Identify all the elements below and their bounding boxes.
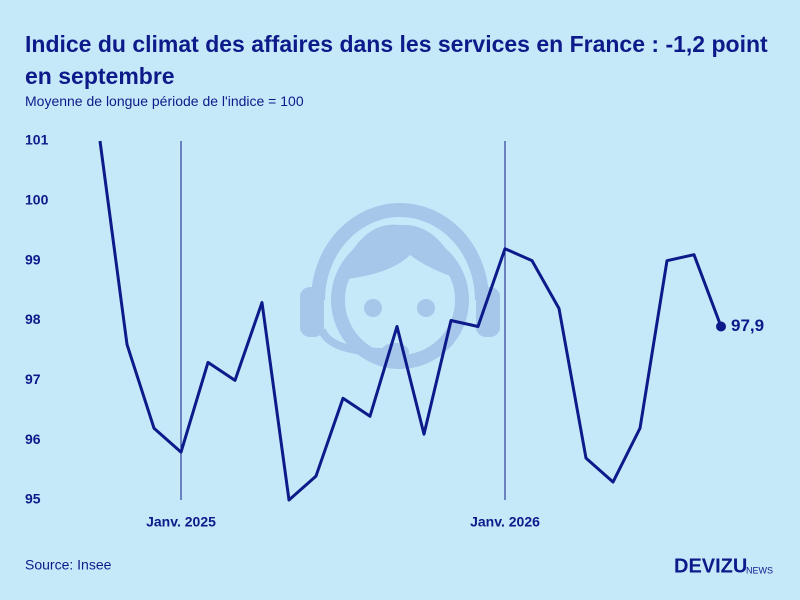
earpiece — [476, 287, 500, 337]
y-tick-label: 99 — [25, 251, 41, 267]
y-tick-label: 101 — [25, 132, 49, 148]
hair — [338, 224, 462, 280]
end-point — [716, 321, 726, 332]
brand: DEVIZU — [674, 555, 747, 577]
y-tick-label: 97 — [25, 371, 41, 387]
y-tick-label: 98 — [25, 311, 41, 327]
y-tick-label: 96 — [25, 431, 41, 447]
y-tick-label: 95 — [25, 491, 41, 507]
x-tick-label: Janv. 2025 — [146, 514, 216, 530]
source: Source: Insee — [25, 557, 112, 573]
brand-suffix: NEWS — [746, 565, 773, 575]
background-icon — [300, 203, 500, 369]
data-line — [98, 140, 723, 502]
eye — [417, 299, 435, 317]
value-label: 97,9 — [731, 316, 764, 335]
y-tick-label: 100 — [25, 192, 49, 208]
eye — [364, 299, 382, 317]
chart-subtitle: Moyenne de longue période de l'indice = … — [25, 93, 304, 109]
x-tick-label: Janv. 2026 — [470, 514, 540, 530]
chart-title: Indice du climat des affaires dans les s… — [25, 31, 768, 89]
headset-band — [311, 203, 489, 301]
microphone — [318, 328, 386, 356]
earpiece — [300, 287, 324, 337]
